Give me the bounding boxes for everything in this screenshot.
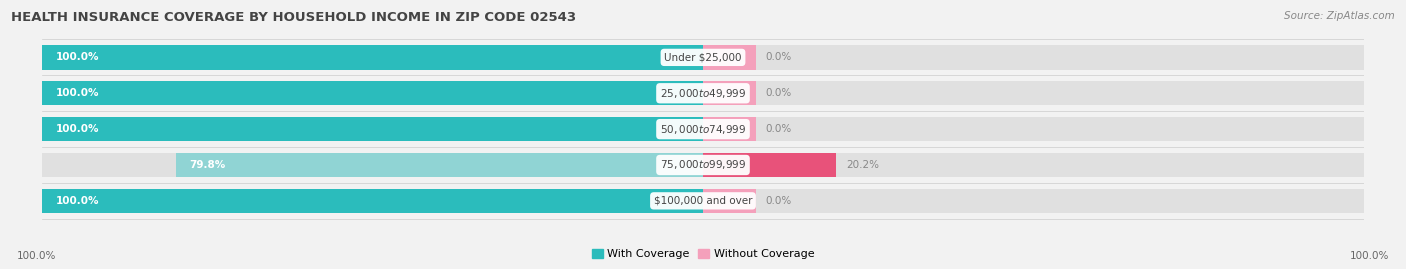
Text: 100.0%: 100.0% — [55, 124, 98, 134]
Bar — [42, 45, 1364, 70]
Legend: With Coverage, Without Coverage: With Coverage, Without Coverage — [588, 244, 818, 263]
Text: Source: ZipAtlas.com: Source: ZipAtlas.com — [1284, 11, 1395, 21]
Bar — [42, 153, 1364, 177]
Text: 100.0%: 100.0% — [55, 88, 98, 98]
Text: 100.0%: 100.0% — [55, 52, 98, 62]
Bar — [703, 189, 756, 213]
Text: 20.2%: 20.2% — [846, 160, 879, 170]
Text: HEALTH INSURANCE COVERAGE BY HOUSEHOLD INCOME IN ZIP CODE 02543: HEALTH INSURANCE COVERAGE BY HOUSEHOLD I… — [11, 11, 576, 24]
Bar — [42, 189, 703, 213]
Bar — [42, 189, 1364, 213]
Text: 0.0%: 0.0% — [766, 124, 792, 134]
Text: Under $25,000: Under $25,000 — [664, 52, 742, 62]
Text: 100.0%: 100.0% — [1350, 250, 1389, 261]
Bar — [42, 117, 703, 141]
Bar — [703, 153, 837, 177]
Text: 79.8%: 79.8% — [188, 160, 225, 170]
Bar — [42, 117, 1364, 141]
Bar — [42, 45, 703, 70]
Text: 0.0%: 0.0% — [766, 196, 792, 206]
Text: 100.0%: 100.0% — [55, 196, 98, 206]
Bar — [703, 45, 756, 70]
Text: $50,000 to $74,999: $50,000 to $74,999 — [659, 123, 747, 136]
Bar — [703, 81, 756, 105]
Text: 0.0%: 0.0% — [766, 52, 792, 62]
Text: $25,000 to $49,999: $25,000 to $49,999 — [659, 87, 747, 100]
Text: $100,000 and over: $100,000 and over — [654, 196, 752, 206]
Bar — [176, 153, 703, 177]
Text: 100.0%: 100.0% — [17, 250, 56, 261]
Text: $75,000 to $99,999: $75,000 to $99,999 — [659, 158, 747, 171]
Bar — [42, 81, 703, 105]
Text: 0.0%: 0.0% — [766, 88, 792, 98]
Bar — [42, 81, 1364, 105]
Bar — [703, 117, 756, 141]
